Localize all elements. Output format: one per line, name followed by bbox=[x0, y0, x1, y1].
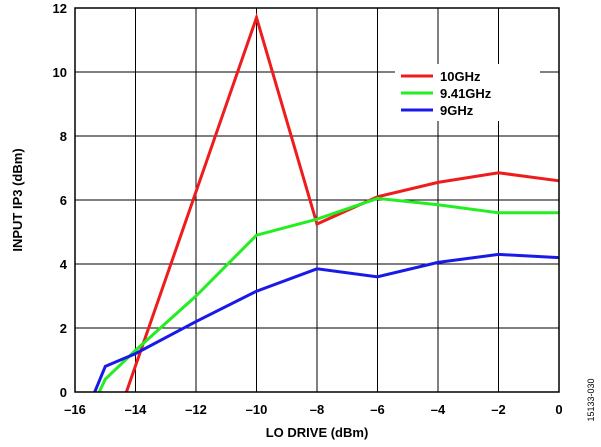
x-tick-label: –8 bbox=[310, 402, 324, 417]
legend-label: 9.41GHz bbox=[440, 86, 492, 101]
x-axis-label: LO DRIVE (dBm) bbox=[266, 425, 369, 440]
x-tick-label: –10 bbox=[246, 402, 268, 417]
series-line-9-41ghz bbox=[97, 196, 559, 393]
x-tick-label: 0 bbox=[555, 402, 562, 417]
legend-label: 10GHz bbox=[440, 69, 481, 84]
y-tick-label: 10 bbox=[53, 65, 67, 80]
y-tick-label: 12 bbox=[53, 1, 67, 16]
y-tick-label: 4 bbox=[60, 257, 68, 272]
y-tick-label: 2 bbox=[60, 321, 67, 336]
x-tick-label: –6 bbox=[370, 402, 384, 417]
y-tick-label: 8 bbox=[60, 129, 67, 144]
legend-label: 9GHz bbox=[440, 103, 474, 118]
y-tick-label: 6 bbox=[60, 193, 67, 208]
x-tick-label: –2 bbox=[491, 402, 505, 417]
y-axis-label: INPUT IP3 (dBm) bbox=[10, 148, 25, 251]
x-tick-label: –4 bbox=[431, 402, 446, 417]
x-tick-label: –12 bbox=[185, 402, 207, 417]
figure-id: 15133-030 bbox=[586, 378, 596, 421]
plot-frame bbox=[74, 7, 560, 393]
series-line-10ghz bbox=[124, 12, 560, 393]
legend: 10GHz 9.41GHz 9GHz bbox=[395, 64, 540, 121]
series-line-9ghz bbox=[93, 252, 560, 393]
y-tick-label: 0 bbox=[60, 385, 67, 400]
x-tick-label: –14 bbox=[125, 402, 147, 417]
x-tick-label: –16 bbox=[64, 402, 86, 417]
series-lines bbox=[93, 12, 560, 393]
tick-labels: –16 –14 –12 –10 –8 –6 –4 –2 0 0 2 4 6 8 10 12 bbox=[53, 1, 563, 417]
